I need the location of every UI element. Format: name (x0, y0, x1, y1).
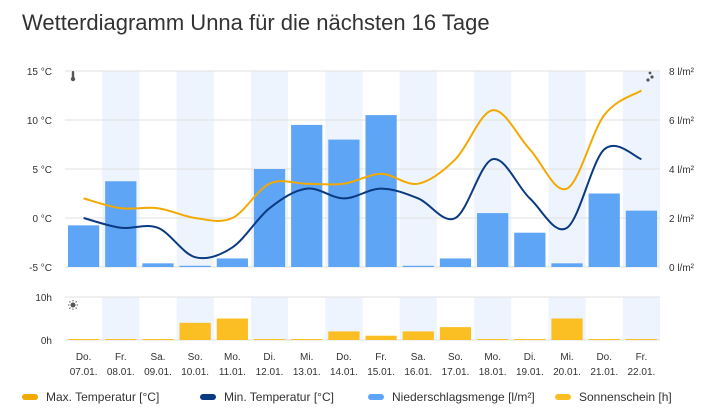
day-weekday-label: Do. (76, 352, 92, 363)
day-weekday-label: Mo. (224, 352, 241, 363)
day-weekday-label: So. (188, 352, 203, 363)
day-weekday-label: Fr. (375, 352, 387, 363)
min-temperature-line (83, 144, 642, 260)
legend-swatch (22, 394, 38, 400)
precipitation-tick-label: 8 l/m² (669, 67, 695, 78)
precipitation-bar (216, 258, 248, 267)
precipitation-bar (551, 263, 583, 267)
temperature-tick-label: 15 °C (27, 67, 52, 78)
sunshine-bar (365, 335, 397, 340)
day-weekday-label: Fr. (636, 352, 648, 363)
day-date-label: 10.01. (181, 367, 209, 378)
day-band (102, 297, 140, 340)
sunshine-bar (328, 331, 360, 340)
sunshine-bar (402, 331, 434, 340)
day-date-label: 09.01. (144, 367, 172, 378)
sunshine-tick-label: 0h (41, 336, 52, 347)
precipitation-tick-label: 0 l/m² (669, 263, 695, 274)
day-date-label: 22.01. (628, 367, 656, 378)
precipitation-bar (105, 181, 137, 267)
precipitation-bar (179, 265, 211, 267)
day-date-label: 12.01. (256, 367, 284, 378)
temperature-tick-label: -5 °C (29, 263, 52, 274)
sunshine-bar (216, 318, 248, 340)
precipitation-bar (67, 225, 100, 267)
precipitation-bar (328, 139, 360, 267)
precipitation-bar (514, 232, 546, 267)
day-band (250, 297, 289, 340)
day-weekday-label: Di. (263, 352, 275, 363)
precipitation-tick-label: 6 l/m² (669, 116, 695, 127)
day-band (474, 297, 512, 340)
day-weekday-label: Sa. (411, 352, 426, 363)
legend-label: Max. Temperatur [°C] (46, 390, 159, 404)
precipitation-bar (291, 124, 323, 268)
precipitation-bar (588, 193, 620, 267)
legend-label: Niederschlagsmenge [l/m²] (392, 390, 535, 404)
day-date-label: 14.01. (330, 367, 358, 378)
sunshine-bar (105, 339, 137, 340)
day-weekday-label: Fr. (115, 352, 127, 363)
day-weekday-label: Mi. (300, 352, 313, 363)
sunshine-tick-label: 10h (35, 293, 52, 304)
day-date-label: 18.01. (479, 367, 507, 378)
day-date-label: 13.01. (293, 367, 321, 378)
sunshine-bar (477, 339, 509, 340)
temperature-tick-label: 0 °C (32, 214, 52, 225)
day-weekday-label: Mo. (484, 352, 501, 363)
max-temperature-line (83, 89, 642, 222)
sunshine-bar (551, 318, 583, 340)
legend-swatch (555, 394, 571, 400)
sunshine-bar (439, 327, 472, 340)
temperature-tick-label: 5 °C (32, 165, 52, 176)
legend-label: Sonnenschein [h] (579, 390, 672, 404)
day-date-label: 16.01. (404, 367, 432, 378)
sunshine-bar (514, 339, 546, 340)
sunshine-bar (142, 339, 174, 340)
day-weekday-label: Sa. (150, 352, 165, 363)
sunshine-bar (625, 339, 658, 340)
day-weekday-label: So. (448, 352, 463, 363)
precipitation-bar (477, 213, 509, 267)
day-date-label: 21.01. (590, 367, 618, 378)
day-date-label: 15.01. (367, 367, 395, 378)
legend-swatch (368, 394, 384, 400)
day-date-label: 19.01. (516, 367, 544, 378)
thermometer-icon (70, 71, 76, 82)
chart-title: Wetterdiagramm Unna für die nächsten 16 … (22, 10, 490, 35)
precipitation-bar (439, 258, 472, 267)
temperature-tick-label: 10 °C (27, 116, 52, 127)
day-weekday-label: Do. (336, 352, 352, 363)
day-date-label: 17.01. (442, 367, 470, 378)
legend-swatch (200, 394, 216, 400)
precipitation-tick-label: 2 l/m² (669, 214, 695, 225)
sunshine-bar (67, 339, 100, 340)
sunshine-bar (179, 322, 211, 340)
raindrops-icon (646, 71, 654, 82)
day-date-label: 20.01. (553, 367, 581, 378)
day-weekday-label: Di. (524, 352, 536, 363)
day-date-label: 08.01. (107, 367, 135, 378)
sun-icon (68, 300, 78, 310)
day-weekday-label: Mi. (560, 352, 573, 363)
day-weekday-label: Do. (596, 352, 612, 363)
legend-label: Min. Temperatur [°C] (224, 390, 334, 404)
day-band (622, 297, 660, 340)
sunshine-bar (291, 339, 323, 340)
precipitation-bar (142, 263, 174, 267)
precipitation-bar (402, 265, 434, 267)
precipitation-tick-label: 4 l/m² (669, 165, 695, 176)
precipitation-bar (625, 210, 658, 267)
sunshine-bar (588, 339, 620, 340)
day-date-label: 11.01. (219, 367, 246, 378)
day-date-label: 07.01. (70, 367, 98, 378)
sunshine-bar (253, 339, 286, 340)
